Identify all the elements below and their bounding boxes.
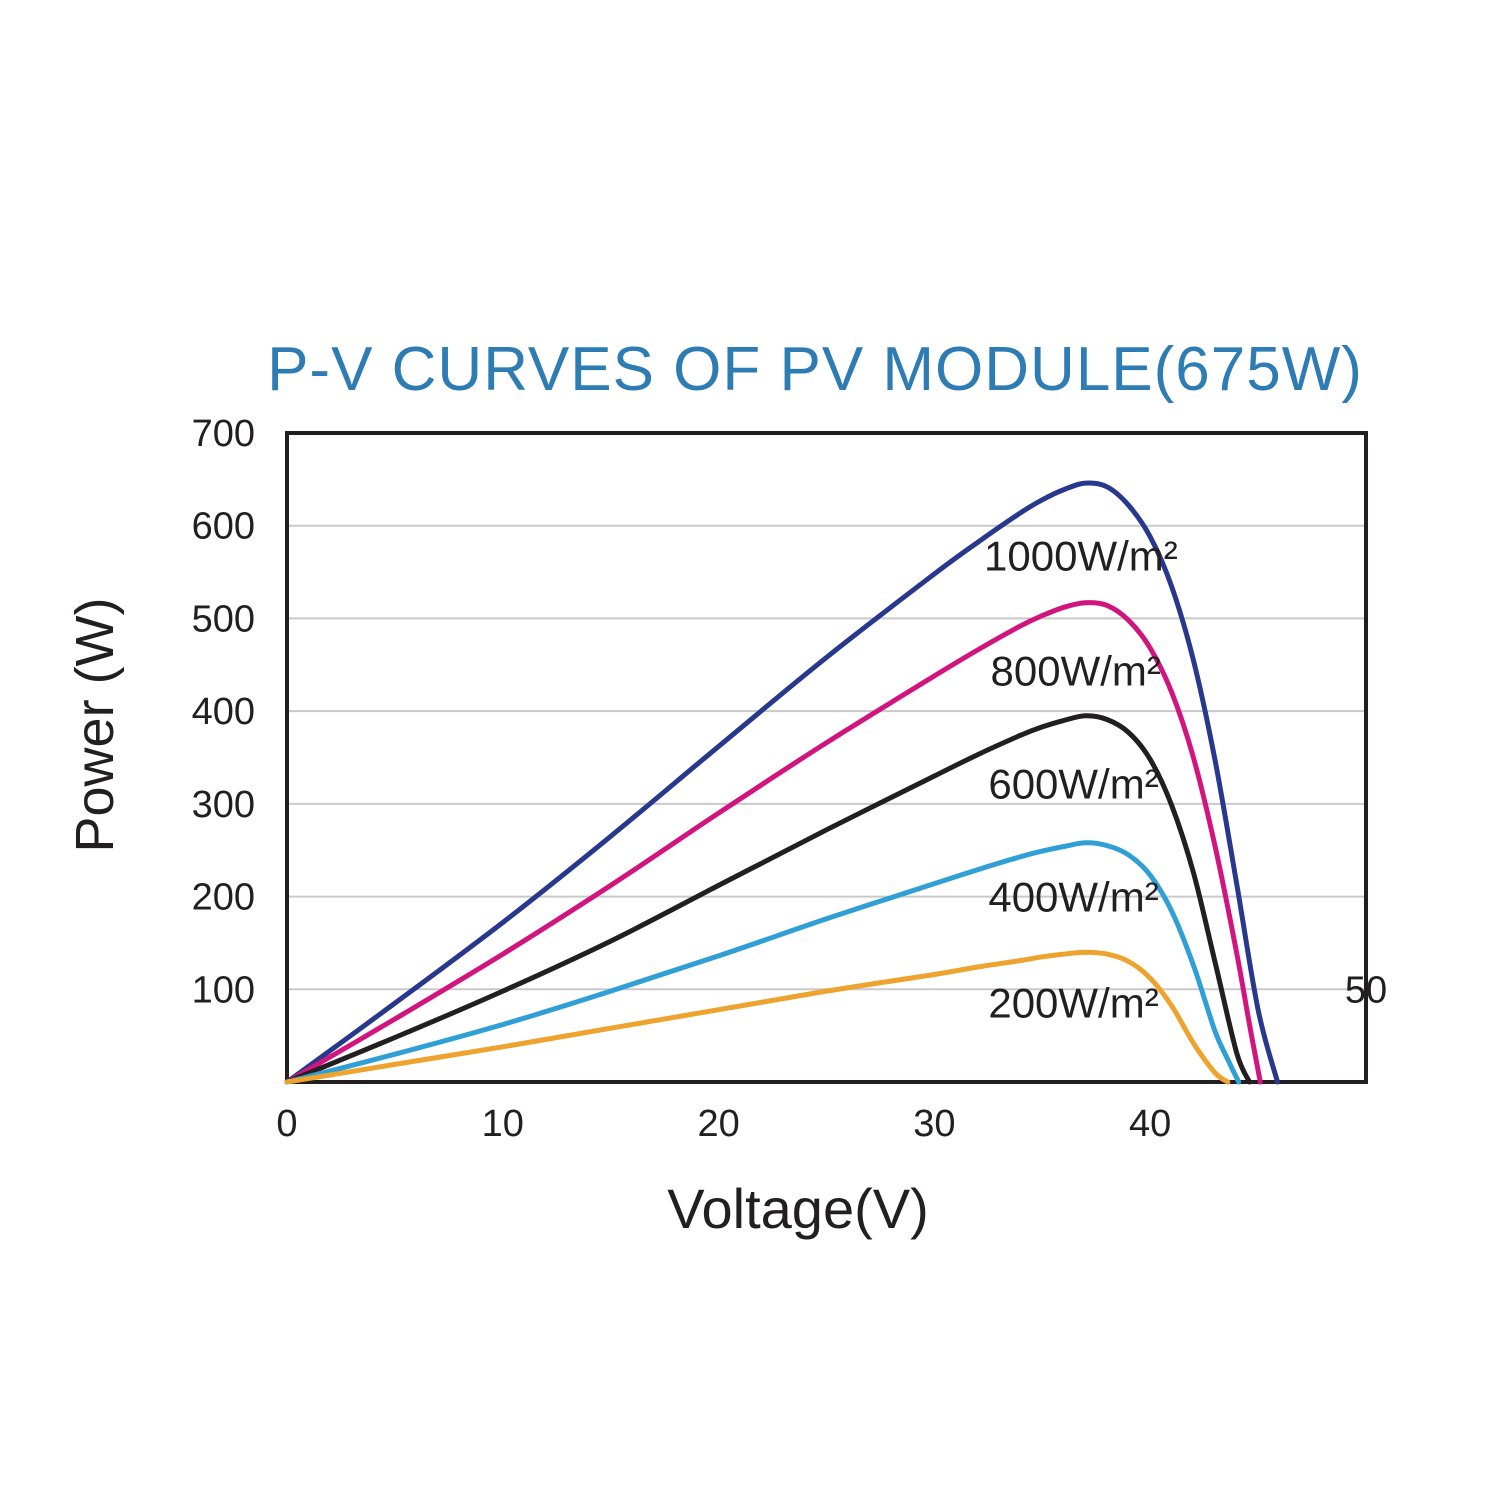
curve-label-400wm2: 400W/m² (988, 874, 1158, 921)
x-tick-label-30: 30 (913, 1103, 955, 1145)
plot-border (285, 431, 1368, 1084)
curve-800wm2 (284, 600, 1263, 1085)
x-tick-label-0: 0 (276, 1103, 297, 1145)
curve-1000wm2 (284, 480, 1280, 1085)
curve-600wm2 (284, 713, 1252, 1085)
chart-title: P-V CURVES OF PV MODULE(675W) (267, 335, 1363, 404)
curve-label-200wm2: 200W/m² (988, 979, 1158, 1026)
curve-label-600wm2: 600W/m² (988, 760, 1158, 807)
y-tick-label-100: 100 (192, 969, 255, 1011)
y-tick-label-600: 600 (192, 506, 255, 548)
curve-400wm2 (284, 840, 1242, 1085)
x-tick-label-40: 40 (1129, 1103, 1171, 1145)
y-tick-label-500: 500 (192, 598, 255, 640)
x-axis-title: Voltage(V) (667, 1177, 929, 1240)
x-tick-label-10: 10 (482, 1103, 524, 1145)
y-tick-label-300: 300 (192, 784, 255, 826)
y-tick-label-400: 400 (192, 691, 255, 733)
x-tick-label-20: 20 (697, 1103, 739, 1145)
y-tick-label-200: 200 (192, 877, 255, 919)
curve-200wm2 (284, 949, 1231, 1085)
y-axis-title: Power (W) (65, 597, 125, 853)
y-tick-label-700: 700 (192, 413, 255, 455)
curve-label-1000wm2: 1000W/m² (984, 532, 1178, 579)
curve-label-800wm2: 800W/m² (991, 647, 1161, 694)
